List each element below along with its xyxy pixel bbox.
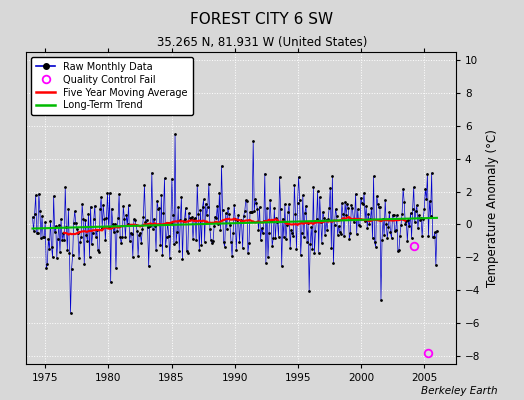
- Y-axis label: Temperature Anomaly (°C): Temperature Anomaly (°C): [486, 129, 499, 287]
- Text: Berkeley Earth: Berkeley Earth: [421, 386, 498, 396]
- Text: FOREST CITY 6 SW: FOREST CITY 6 SW: [190, 12, 334, 27]
- Legend: Raw Monthly Data, Quality Control Fail, Five Year Moving Average, Long-Term Tren: Raw Monthly Data, Quality Control Fail, …: [31, 57, 192, 115]
- Text: 35.265 N, 81.931 W (United States): 35.265 N, 81.931 W (United States): [157, 36, 367, 49]
